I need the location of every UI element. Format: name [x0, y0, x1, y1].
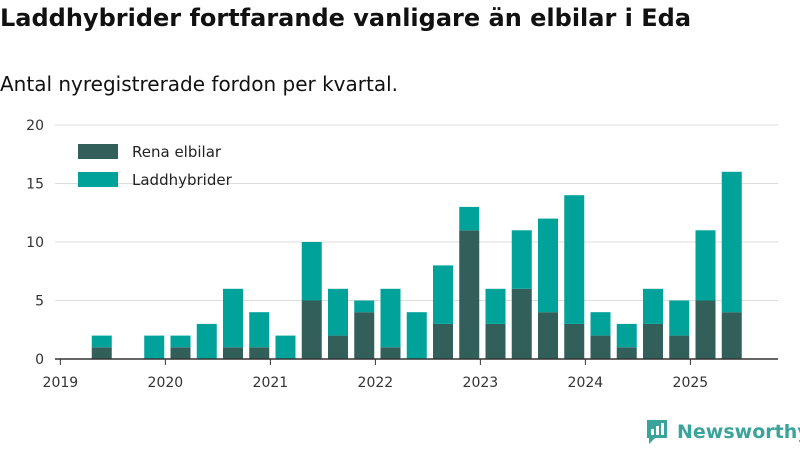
- y-tick-label: 5: [35, 294, 44, 310]
- bar-rena-elbilar: [538, 312, 558, 359]
- bar-rena-elbilar: [511, 288, 532, 359]
- bar-rena-elbilar: [616, 347, 637, 359]
- legend-swatch: [78, 172, 118, 187]
- bar-laddhybrider: [249, 312, 270, 348]
- bar-laddhybrider: [695, 230, 716, 301]
- bar-laddhybrider: [459, 206, 480, 231]
- bar-rena-elbilar: [459, 230, 480, 359]
- x-tick-label: 2023: [463, 375, 499, 391]
- bar-laddhybrider: [196, 323, 217, 359]
- bar-laddhybrider: [354, 300, 375, 313]
- newsworthy-logo: Newsworthy: [645, 418, 800, 446]
- bar-rena-elbilar: [170, 347, 191, 359]
- bar-rena-elbilar: [721, 312, 742, 359]
- bar-laddhybrider: [616, 323, 637, 348]
- bar-laddhybrider: [538, 218, 558, 313]
- bar-laddhybrider: [144, 335, 165, 359]
- bar-laddhybrider: [223, 288, 243, 348]
- bar-laddhybrider: [590, 312, 611, 336]
- y-tick-label: 15: [26, 177, 44, 193]
- chart-title: Laddhybrider fortfarande vanligare än el…: [0, 4, 692, 32]
- x-tick-label: 2021: [253, 375, 289, 391]
- bar-laddhybrider: [669, 300, 690, 336]
- legend-label: Rena elbilar: [132, 143, 222, 161]
- bar-laddhybrider: [170, 335, 191, 348]
- legend-swatch: [78, 144, 118, 159]
- bar-rena-elbilar: [354, 312, 375, 359]
- legend-label: Laddhybrider: [132, 171, 233, 189]
- bar-rena-elbilar: [564, 323, 585, 359]
- bar-rena-elbilar: [669, 335, 690, 359]
- bar-laddhybrider: [406, 312, 427, 359]
- bar-rena-elbilar: [590, 335, 611, 359]
- y-tick-label: 20: [26, 118, 44, 134]
- bar-laddhybrider: [511, 230, 532, 289]
- x-tick-label: 2022: [358, 375, 394, 391]
- stacked-bar-chart: 0 5 10 15 20 2019 2020 2021 2022 2023 2024 2025 Rena…: [26, 118, 778, 391]
- bar-rena-elbilar: [223, 347, 243, 359]
- bar-rena-elbilar: [485, 323, 506, 359]
- y-tick-label: 10: [26, 235, 44, 251]
- bar-laddhybrider: [564, 195, 585, 324]
- bar-laddhybrider: [433, 265, 453, 324]
- bar-laddhybrider: [275, 335, 296, 359]
- bar-rena-elbilar: [249, 347, 270, 359]
- bar-laddhybrider: [91, 335, 112, 348]
- x-tick-label: 2019: [43, 375, 79, 391]
- bar-rena-elbilar: [91, 347, 112, 359]
- bar-laddhybrider: [721, 171, 742, 313]
- bar-laddhybrider: [643, 288, 663, 324]
- bar-laddhybrider: [328, 288, 348, 336]
- x-tick-label: 2024: [568, 375, 604, 391]
- bar-laddhybrider: [380, 288, 401, 348]
- bar-laddhybrider: [301, 242, 322, 301]
- x-tick-label: 2020: [148, 375, 184, 391]
- bar-rena-elbilar: [328, 335, 348, 359]
- y-tick-label: 0: [35, 352, 44, 368]
- bar-rena-elbilar: [433, 323, 453, 359]
- chart-subtitle: Antal nyregistrerade fordon per kvartal.: [0, 72, 399, 96]
- newsworthy-logo-icon: [647, 420, 667, 444]
- bar-rena-elbilar: [380, 347, 401, 359]
- bar-rena-elbilar: [695, 300, 716, 359]
- newsworthy-logo-text: Newsworthy: [677, 421, 800, 443]
- bar-rena-elbilar: [301, 300, 322, 359]
- bar-laddhybrider: [485, 288, 506, 324]
- x-tick-label: 2025: [673, 375, 709, 391]
- bar-rena-elbilar: [643, 323, 663, 359]
